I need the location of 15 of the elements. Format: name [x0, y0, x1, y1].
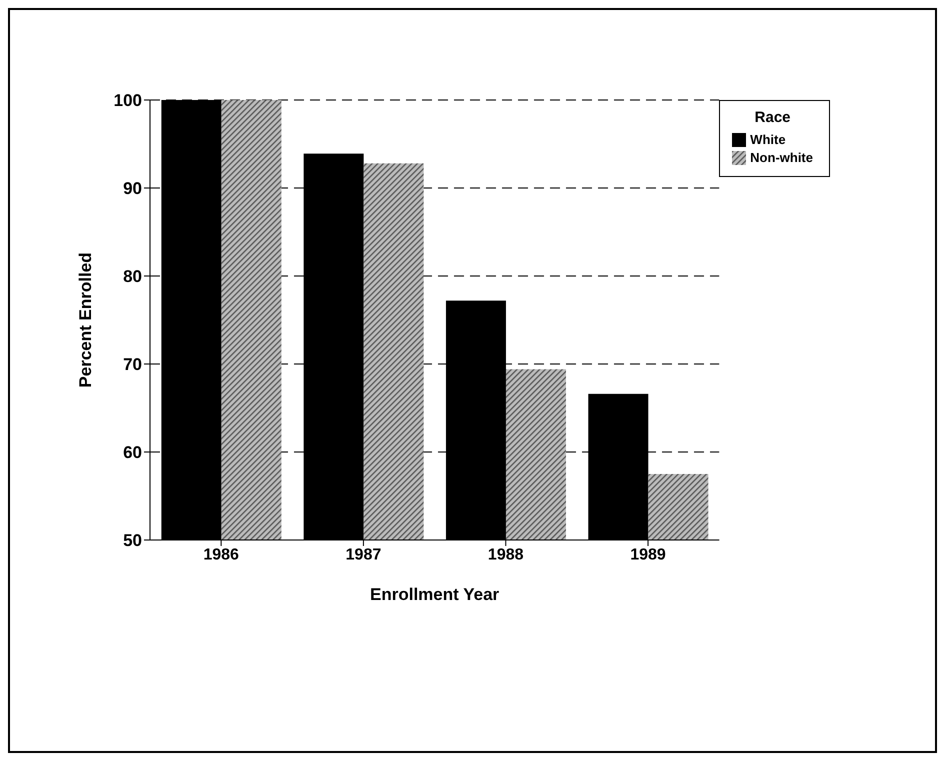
- x-tick-label: 1987: [346, 546, 382, 564]
- y-tick-label: 80: [123, 267, 142, 286]
- y-tick-label: 100: [114, 91, 142, 110]
- x-axis-title: Enrollment Year: [370, 585, 500, 604]
- x-tick-label: 1989: [630, 546, 666, 564]
- y-tick-label: 70: [123, 355, 142, 374]
- legend-label: White: [750, 132, 786, 147]
- y-axis-title: Percent Enrolled: [76, 252, 96, 388]
- x-tick-label: 1988: [488, 546, 524, 564]
- legend-title: Race: [754, 109, 792, 126]
- y-tick-label: 60: [123, 443, 142, 462]
- y-tick-label: 90: [123, 179, 142, 198]
- y-tick-label: 50: [123, 531, 142, 550]
- legend-label: Non-white: [750, 150, 813, 165]
- x-tick-label: 1986: [203, 546, 240, 564]
